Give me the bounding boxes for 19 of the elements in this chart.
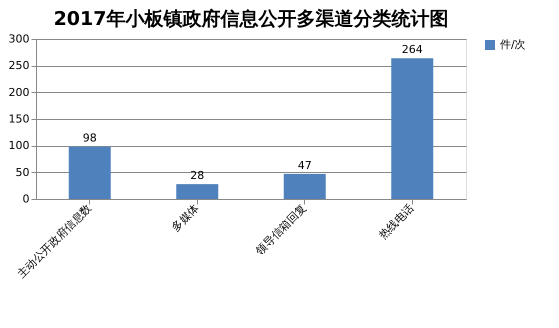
- data-label: 264: [402, 43, 423, 56]
- y-tick-label: 100: [8, 139, 30, 152]
- y-tick-label: 150: [8, 112, 30, 126]
- legend-label: 件/次: [500, 38, 526, 51]
- y-tick-label: 50: [16, 166, 30, 179]
- y-tick-label: 250: [8, 59, 30, 72]
- x-tick-label: 领导信箱回复: [253, 202, 309, 258]
- data-label: 28: [190, 169, 204, 182]
- y-tick-label: 300: [8, 32, 30, 46]
- data-label: 98: [82, 132, 97, 145]
- bar: [68, 146, 111, 199]
- chart-title: 2017年小板镇政府信息公开多渠道分类统计图: [54, 8, 448, 30]
- y-tick-label: 200: [8, 86, 30, 99]
- bar: [391, 58, 434, 199]
- x-tick-label: 多媒体: [168, 202, 202, 234]
- x-tick-label: 热线电话: [376, 202, 416, 242]
- data-label: 47: [298, 158, 312, 172]
- bar: [284, 174, 326, 199]
- bar: [176, 184, 218, 199]
